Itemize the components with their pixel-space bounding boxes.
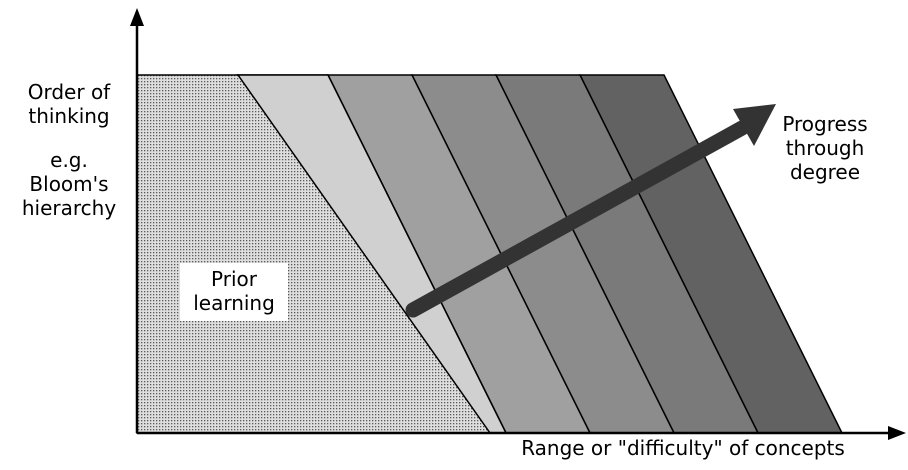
progress-label-line-1: Progress — [782, 112, 868, 136]
progress-label: Progress through degree — [765, 112, 885, 184]
progress-label-line-2: through — [785, 136, 865, 160]
progress-label-line-3: degree — [789, 160, 861, 184]
y-axis-example-line-2: Bloom's — [29, 172, 109, 196]
y-axis-label-line-1: Order of — [27, 80, 111, 104]
x-axis-arrowhead — [888, 426, 906, 440]
y-axis-arrowhead — [130, 8, 144, 26]
y-axis-label-line-2: thinking — [28, 104, 110, 128]
progress-arrow-shaft — [405, 120, 750, 318]
prior-learning-line-2: learning — [193, 291, 275, 315]
x-axis-label: Range or "difficulty" of concepts — [521, 436, 845, 460]
y-axis-example-line-3: hierarchy — [21, 196, 117, 220]
prior-learning-label: Prior learning — [180, 263, 288, 321]
progress-arrow-head — [733, 104, 776, 146]
y-axis-example-line-1: e.g. — [50, 148, 88, 172]
prior-learning-line-1: Prior — [211, 267, 257, 291]
y-axis-label: Order of thinking e.g. Bloom's hierarchy — [4, 80, 134, 220]
